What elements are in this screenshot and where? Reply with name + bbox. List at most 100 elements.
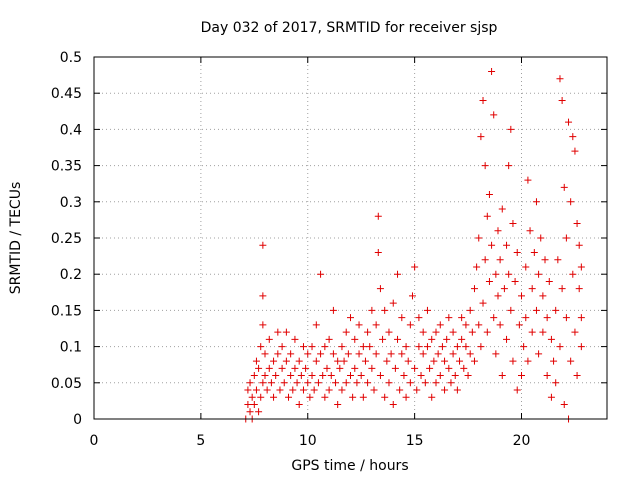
data-point	[306, 393, 314, 401]
data-point	[325, 386, 333, 394]
data-point	[554, 256, 562, 264]
data-point	[569, 133, 577, 141]
data-point	[481, 256, 489, 264]
data-point	[436, 372, 444, 380]
data-point	[344, 350, 352, 358]
data-point	[366, 343, 374, 351]
data-point	[357, 372, 365, 380]
data-point	[385, 328, 393, 336]
data-point	[423, 306, 431, 314]
data-point	[462, 321, 470, 329]
data-point	[297, 372, 305, 380]
data-point	[558, 285, 566, 293]
data-point	[368, 364, 376, 372]
data-point	[308, 343, 316, 351]
axis-ticks: 0 0.05 0.1 0.15 0.2 0.25 0.3 0.35 0.4 0.45 0.5 0 5 10…	[51, 50, 607, 449]
data-point	[477, 133, 485, 141]
data-point	[389, 299, 397, 307]
data-point	[522, 263, 530, 271]
x-tick-label: 15	[406, 433, 424, 449]
data-point	[398, 314, 406, 322]
data-point	[394, 335, 402, 343]
data-point	[413, 386, 421, 394]
data-point	[441, 357, 449, 365]
data-point	[458, 335, 466, 343]
data-point	[259, 292, 267, 300]
data-point	[391, 364, 399, 372]
data-point	[496, 256, 504, 264]
data-point	[385, 379, 393, 387]
data-point	[498, 372, 506, 380]
data-point	[492, 350, 500, 358]
data-point	[411, 263, 419, 271]
data-point	[250, 372, 258, 380]
data-point	[470, 285, 478, 293]
data-point	[421, 379, 429, 387]
data-point	[505, 162, 513, 170]
data-point	[524, 357, 532, 365]
data-point	[314, 379, 322, 387]
data-point	[323, 364, 331, 372]
data-point	[255, 364, 263, 372]
x-tick-label: 10	[299, 433, 317, 449]
data-point	[257, 393, 265, 401]
data-point	[445, 364, 453, 372]
data-point	[532, 198, 540, 206]
data-point	[488, 241, 496, 249]
data-point	[456, 357, 464, 365]
data-point	[449, 328, 457, 336]
data-point	[505, 270, 513, 278]
data-point	[522, 314, 530, 322]
chart-title: Day 032 of 2017, SRMTID for receiver sjs…	[201, 20, 498, 36]
data-point	[383, 357, 391, 365]
data-point	[419, 350, 427, 358]
data-point	[500, 285, 508, 293]
data-point	[244, 401, 252, 409]
data-point	[565, 118, 573, 126]
data-point	[562, 234, 570, 242]
y-tick-label: 0.2	[60, 267, 82, 283]
data-point	[406, 321, 414, 329]
data-point	[261, 350, 269, 358]
data-point	[340, 357, 348, 365]
data-point	[285, 393, 293, 401]
data-point	[295, 401, 303, 409]
data-point	[571, 147, 579, 155]
grid	[94, 57, 607, 419]
data-point	[477, 343, 485, 351]
data-point	[488, 67, 496, 75]
data-point	[571, 328, 579, 336]
data-point	[543, 372, 551, 380]
data-point	[490, 314, 498, 322]
data-point	[532, 306, 540, 314]
data-point	[246, 408, 254, 416]
data-point	[267, 379, 275, 387]
data-point	[252, 357, 260, 365]
data-point	[282, 357, 290, 365]
y-tick-label: 0.1	[60, 340, 82, 356]
data-point	[265, 335, 273, 343]
y-tick-label: 0.4	[60, 122, 82, 138]
data-point	[503, 335, 511, 343]
data-point	[272, 372, 280, 380]
data-point	[387, 350, 395, 358]
data-point	[432, 328, 440, 336]
data-point	[528, 328, 536, 336]
data-point	[299, 343, 307, 351]
data-point	[259, 379, 267, 387]
data-point	[379, 335, 387, 343]
data-point	[394, 270, 402, 278]
data-point	[441, 386, 449, 394]
data-point	[263, 386, 271, 394]
data-point	[338, 386, 346, 394]
data-point	[408, 292, 416, 300]
y-tick-label: 0.5	[60, 50, 82, 66]
data-point	[507, 306, 515, 314]
data-point	[372, 350, 380, 358]
data-point	[381, 306, 389, 314]
data-point	[470, 357, 478, 365]
data-point	[355, 321, 363, 329]
data-point	[468, 328, 476, 336]
